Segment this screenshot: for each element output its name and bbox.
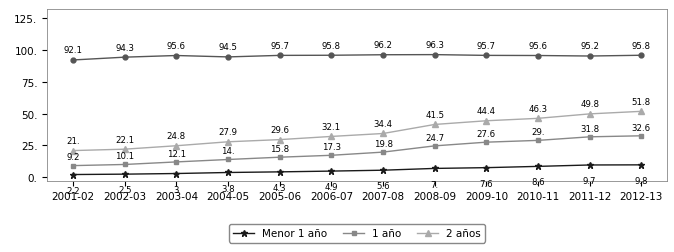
Text: 31.8: 31.8 [580, 124, 599, 133]
Text: 34.4: 34.4 [373, 119, 393, 129]
Text: 49.8: 49.8 [580, 100, 599, 109]
Text: 14.: 14. [221, 147, 235, 156]
Text: 7.: 7. [431, 180, 439, 189]
Text: 51.8: 51.8 [632, 97, 651, 106]
Text: 95.2: 95.2 [580, 42, 599, 51]
Text: 2.5: 2.5 [118, 185, 131, 195]
Text: 8.6: 8.6 [531, 178, 545, 187]
Text: 22.1: 22.1 [115, 135, 134, 144]
Text: 5.6: 5.6 [376, 182, 390, 191]
Text: 94.5: 94.5 [218, 43, 237, 52]
Text: 7.6: 7.6 [480, 179, 493, 188]
Text: 2.2: 2.2 [66, 186, 80, 195]
Text: 9.7: 9.7 [583, 176, 596, 185]
Text: 95.7: 95.7 [270, 42, 289, 51]
Text: 92.1: 92.1 [63, 46, 82, 55]
Legend: Menor 1 año, 1 año, 2 años: Menor 1 año, 1 año, 2 años [229, 224, 485, 243]
Text: 95.7: 95.7 [477, 42, 496, 51]
Text: 9.2: 9.2 [66, 153, 80, 162]
Text: 96.3: 96.3 [425, 41, 444, 50]
Text: 95.6: 95.6 [167, 42, 186, 51]
Text: 41.5: 41.5 [425, 110, 444, 119]
Text: 94.3: 94.3 [115, 43, 134, 52]
Text: 44.4: 44.4 [477, 107, 496, 116]
Text: 27.9: 27.9 [218, 128, 237, 137]
Text: 95.8: 95.8 [632, 42, 651, 50]
Text: 10.1: 10.1 [115, 152, 134, 161]
Text: 4.3: 4.3 [273, 183, 286, 192]
Text: 4.9: 4.9 [325, 182, 338, 192]
Text: 29.: 29. [531, 128, 545, 137]
Text: 46.3: 46.3 [528, 104, 548, 113]
Text: 24.8: 24.8 [166, 132, 186, 141]
Text: 3: 3 [174, 185, 179, 194]
Text: 32.1: 32.1 [321, 122, 341, 131]
Text: 95.6: 95.6 [528, 42, 547, 51]
Text: 32.6: 32.6 [632, 123, 651, 132]
Text: 3.8: 3.8 [221, 184, 235, 193]
Text: 96.2: 96.2 [373, 41, 392, 50]
Text: 24.7: 24.7 [425, 133, 444, 142]
Text: 21.: 21. [66, 137, 80, 145]
Text: 12.1: 12.1 [166, 149, 186, 158]
Text: 29.6: 29.6 [270, 125, 289, 135]
Text: 17.3: 17.3 [321, 143, 341, 151]
Text: 95.8: 95.8 [322, 42, 341, 50]
Text: 27.6: 27.6 [477, 130, 496, 138]
Text: 9.8: 9.8 [635, 176, 648, 185]
Text: 19.8: 19.8 [373, 139, 392, 148]
Text: 15.8: 15.8 [270, 144, 289, 153]
